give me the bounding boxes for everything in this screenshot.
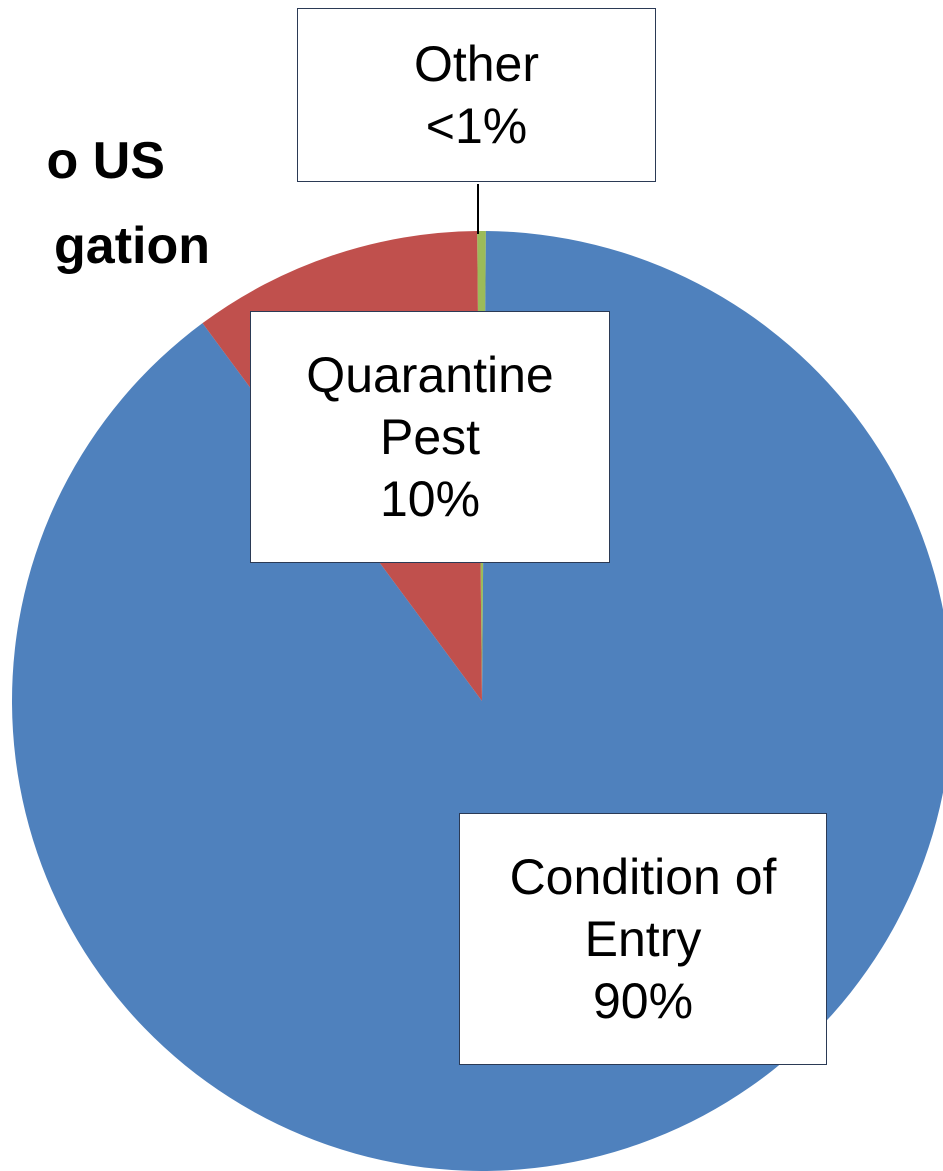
data-label-box: Condition of Entry 90% [459,813,827,1065]
data-label: 10% [379,471,481,527]
chart-title: o US [47,132,165,190]
slice-name: Quarantine Pest [306,347,554,465]
slice-name: Other [413,36,540,92]
data-label-box: Other <1% [297,8,656,182]
data-label: 90% [592,973,694,1029]
data-label-box: Quarantine Pest 10% [250,311,610,563]
chart-title: gation [54,217,210,275]
data-label: <1% [425,98,528,154]
slice-name: Condition of Entry [509,849,777,967]
